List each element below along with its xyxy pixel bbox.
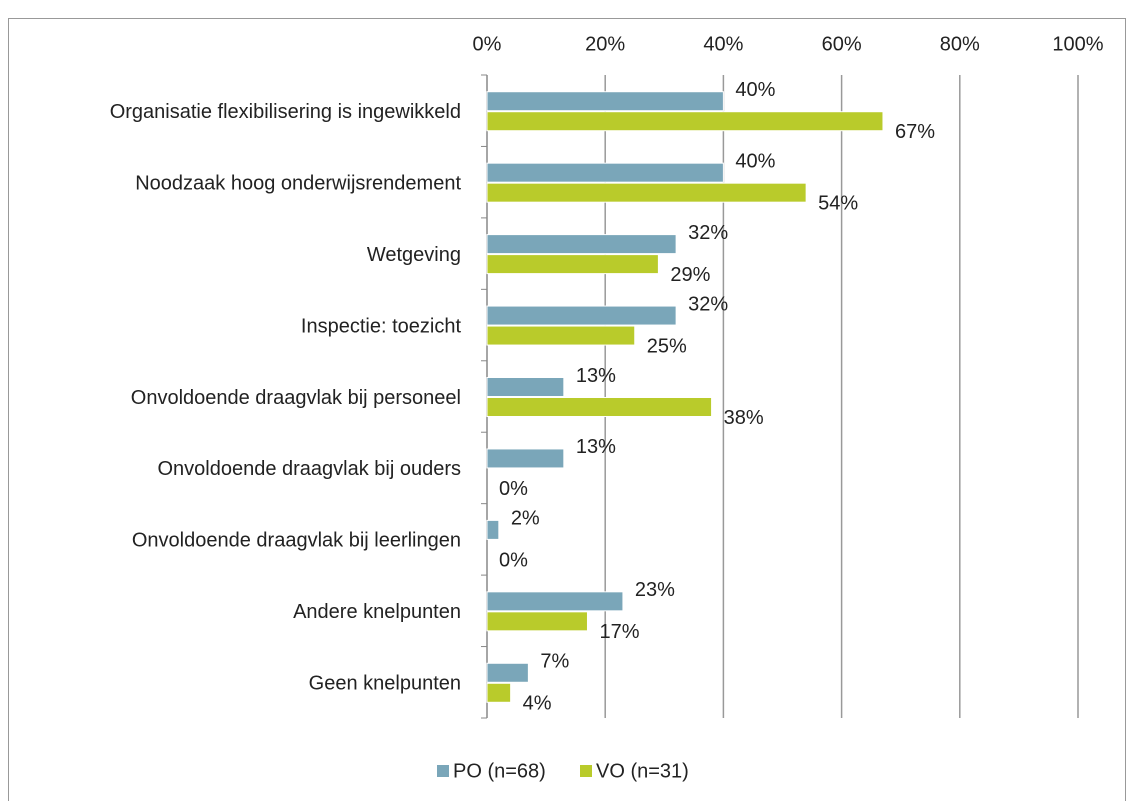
value-label: 23% — [635, 579, 675, 601]
y-tick-label: Geen knelpunten — [309, 673, 461, 695]
y-tick-label: Onvoldoende draagvlak bij personeel — [131, 387, 461, 409]
value-label: 54% — [818, 192, 858, 214]
y-tick-label: Onvoldoende draagvlak bij leerlingen — [132, 530, 461, 552]
value-label: 7% — [540, 651, 569, 673]
y-tick-label: Onvoldoende draagvlak bij ouders — [157, 458, 461, 480]
value-label: 0% — [499, 478, 528, 500]
value-label: 0% — [499, 550, 528, 572]
y-tick-label: Organisatie flexibilisering is ingewikke… — [110, 101, 461, 123]
value-label: 13% — [576, 365, 616, 387]
legend-label: PO (n=68) — [453, 760, 546, 782]
bar — [486, 325, 636, 346]
bar — [486, 254, 659, 275]
x-tick-label: 100% — [1052, 33, 1103, 55]
bar — [486, 397, 713, 417]
bar — [486, 162, 724, 183]
value-label: 4% — [523, 693, 552, 715]
x-tick-label: 40% — [703, 33, 743, 55]
bar — [486, 682, 512, 703]
x-tick-label: 0% — [473, 33, 502, 55]
value-label: 29% — [670, 264, 710, 286]
x-tick-label: 80% — [940, 33, 980, 55]
value-label: 17% — [599, 621, 639, 643]
bar — [486, 611, 588, 632]
value-label: 2% — [511, 508, 540, 530]
y-tick-label: Inspectie: toezicht — [301, 315, 462, 337]
bar — [486, 234, 677, 255]
bar — [486, 591, 624, 612]
y-tick-label: Noodzaak hoog onderwijsrendement — [135, 172, 461, 194]
y-tick-label: Andere knelpunten — [293, 601, 461, 623]
bar — [486, 305, 677, 326]
bar — [486, 91, 724, 112]
legend-label: VO (n=31) — [596, 760, 689, 782]
chart-frame — [8, 18, 1126, 801]
y-tick-label: Wetgeving — [367, 244, 461, 266]
value-label: 13% — [576, 436, 616, 458]
value-label: 25% — [647, 335, 687, 357]
value-label: 32% — [688, 222, 728, 244]
bar — [486, 448, 565, 469]
bar — [486, 377, 565, 397]
bar — [486, 662, 529, 683]
value-label: 32% — [688, 293, 728, 315]
x-tick-label: 20% — [585, 33, 625, 55]
legend-swatch — [580, 765, 592, 777]
value-label: 38% — [724, 407, 764, 429]
bar — [486, 111, 884, 132]
value-label: 40% — [735, 79, 775, 101]
value-label: 40% — [735, 150, 775, 172]
x-tick-label: 60% — [822, 33, 862, 55]
legend-swatch — [437, 765, 449, 777]
bar — [486, 182, 807, 203]
value-label: 67% — [895, 121, 935, 143]
bar — [486, 519, 500, 540]
